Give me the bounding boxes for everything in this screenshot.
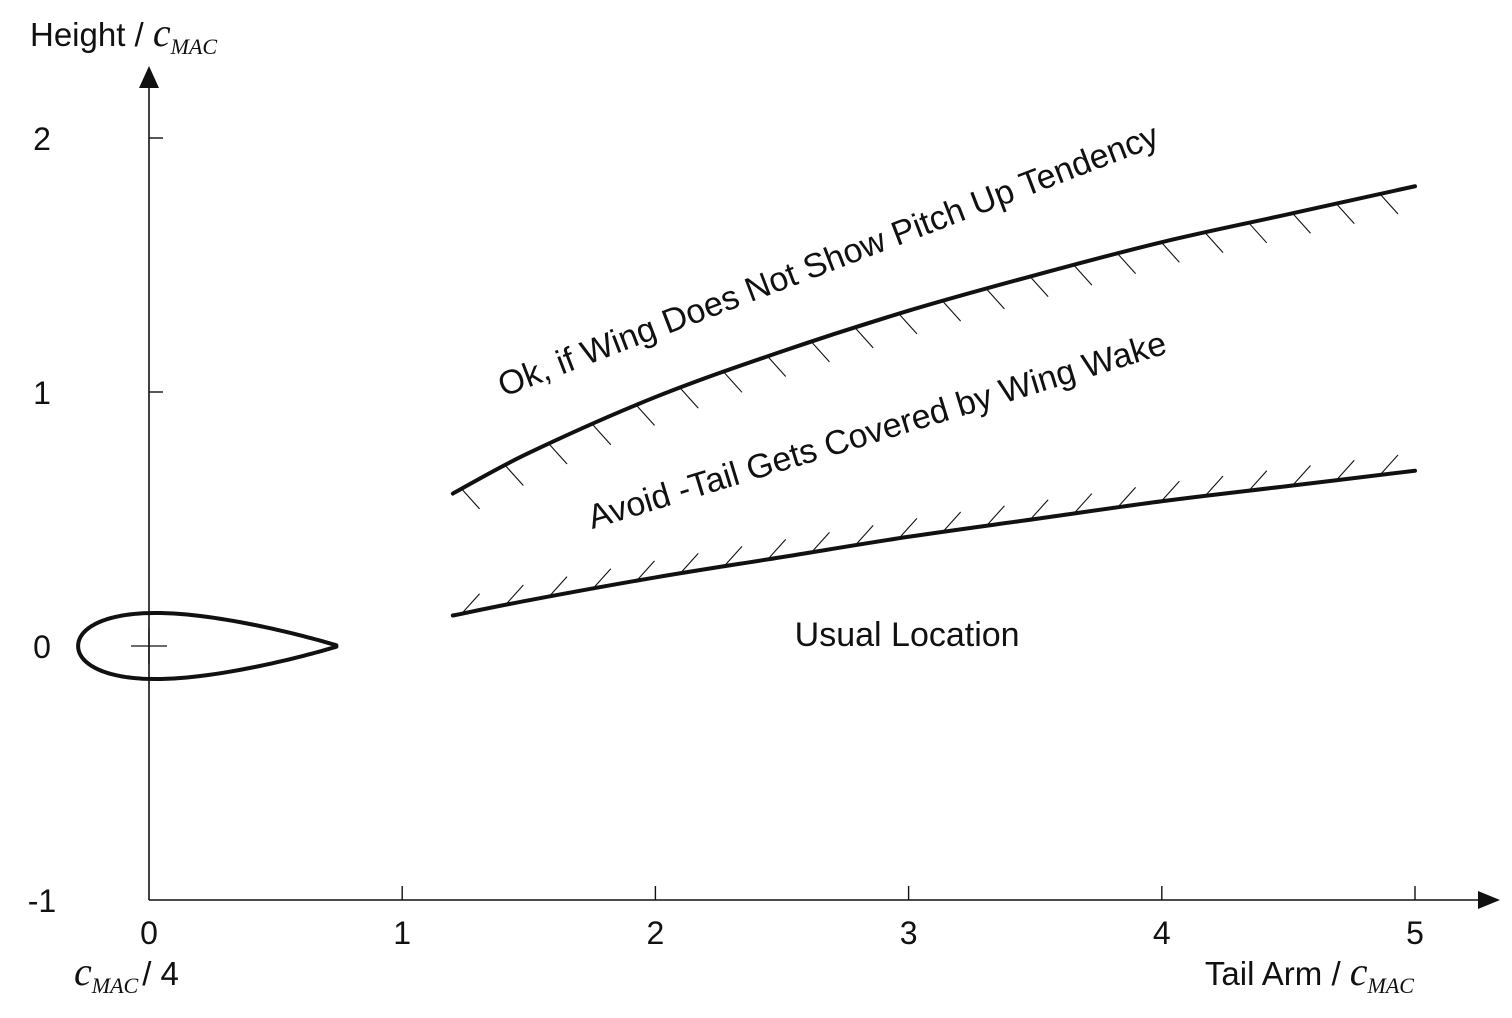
axes [139,66,1500,909]
y-tick-label: -1 [28,883,56,919]
upper-boundary-hatch [1379,193,1399,215]
airfoil [76,610,339,682]
y-tick-label: 1 [33,375,51,411]
lower-boundary-hatch [811,532,830,553]
y-tick-label: 0 [33,629,51,665]
x-axis-arrow [1478,891,1500,909]
upper-boundary-hatch [942,300,962,322]
upper-boundary-hatch [636,405,655,426]
lower-boundary-hatch [1335,459,1355,481]
upper-boundary-hatch [1029,276,1049,297]
lower-boundary-hatch [548,576,568,597]
lower-boundary-hatch [767,539,787,560]
upper-boundary-hatch [811,341,830,363]
upper-boundary-hatch [1335,203,1355,225]
x-tick-label: 2 [647,915,665,951]
upper-boundary-hatch [1248,222,1268,244]
lower-boundary-hatch [985,505,1005,527]
lower-boundary-hatch [898,517,918,539]
lower-boundary-hatch [1379,454,1399,476]
lower-boundary-hatch [679,553,699,574]
lower-boundary-curve [450,468,1417,618]
lower-boundary-hatch [1204,475,1224,497]
axis-ticks [149,137,1416,900]
upper-boundary-hatch [985,288,1005,310]
lower-boundary-hatch [854,524,874,546]
hatch-marks [461,193,1399,615]
annotation-2: Avoid -Tail Gets Covered by Wing Wake [583,324,1171,537]
upper-boundary-hatch [898,313,918,335]
upper-boundary-hatch [723,371,743,393]
y-axis-arrow [139,66,159,88]
upper-boundary-hatch [1292,212,1311,234]
lower-boundary-hatch [723,546,743,567]
airfoil-outline [76,610,339,682]
upper-boundary-hatch [679,387,699,409]
x-axis-title: Tail Arm / cMAC [1205,949,1414,998]
upper-boundary-hatch [767,356,787,377]
upper-boundary-hatch [461,488,480,510]
annotation-3: Usual Location [795,616,1020,654]
upper-boundary-hatch [1117,253,1137,275]
x-tick-label: 1 [393,915,411,951]
upper-boundary-hatch [548,443,568,465]
upper-boundary-hatch [592,424,612,446]
x-tick-label: 4 [1153,915,1171,951]
lower-boundary-hatch [1029,499,1049,521]
upper-boundary-hatch [1160,241,1180,263]
upper-boundary-hatch [504,465,524,486]
lower-boundary-hatch [1117,487,1137,508]
upper-boundary-hatch [1204,232,1224,253]
x-tick-label: 5 [1406,915,1424,951]
origin-note: cMAC/ 4 [74,949,179,998]
lower-boundary-hatch [1292,465,1311,486]
y-tick-label: 2 [33,121,51,157]
lower-boundary-hatch [592,568,612,590]
lower-boundary-hatch [1160,480,1180,502]
x-tick-label: 3 [900,915,918,951]
lower-boundary-hatch [636,560,655,582]
labels: 0 1 2 3 4 5 -1 0 1 2 Height / cMAC Tail Arm / cMAC c… [28,10,1424,998]
lower-boundary-hatch [461,593,480,615]
y-axis-title: Height / cMAC [30,10,217,59]
lower-boundary-hatch [1248,470,1268,492]
lower-boundary-hatch [1073,493,1093,514]
upper-boundary-hatch [1073,264,1093,286]
upper-boundary-hatch [854,327,874,349]
upper-boundary-curve [450,184,1417,496]
lower-boundary-hatch [504,584,524,606]
lower-boundary-hatch [942,511,962,533]
boundary-curves [450,184,1417,618]
x-tick-label: 0 [140,915,158,951]
